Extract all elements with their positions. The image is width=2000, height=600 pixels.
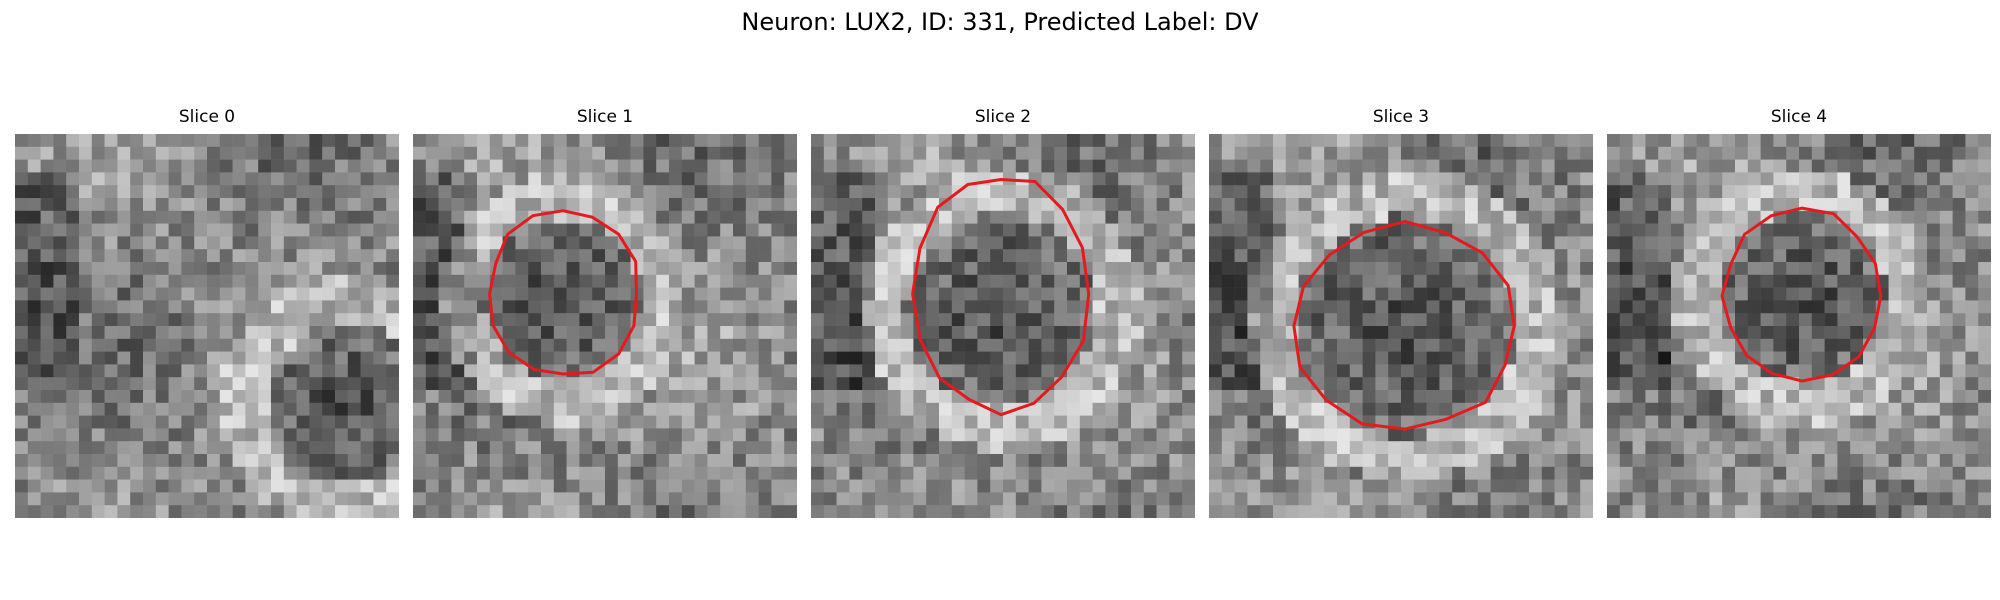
slice-image-4 xyxy=(1607,134,1991,518)
slice-title-2: Slice 2 xyxy=(811,106,1195,128)
pixel-grid xyxy=(15,134,399,518)
slice-title-4: Slice 4 xyxy=(1607,106,1991,128)
pixel-grid xyxy=(1209,134,1593,518)
pixel-grid xyxy=(1607,134,1991,518)
slice-title-3: Slice 3 xyxy=(1209,106,1593,128)
slice-panel-0: Slice 0 xyxy=(15,106,399,518)
figure-title: Neuron: LUX2, ID: 331, Predicted Label: … xyxy=(0,6,2000,38)
slice-image-0 xyxy=(15,134,399,518)
slice-panel-2: Slice 2 xyxy=(811,106,1195,518)
slice-image-3 xyxy=(1209,134,1593,518)
slice-panel-1: Slice 1 xyxy=(413,106,797,518)
pixel-grid xyxy=(413,134,797,518)
slice-panel-3: Slice 3 xyxy=(1209,106,1593,518)
slice-title-1: Slice 1 xyxy=(413,106,797,128)
slice-image-1 xyxy=(413,134,797,518)
slice-panel-4: Slice 4 xyxy=(1607,106,1991,518)
slice-image-2 xyxy=(811,134,1195,518)
slice-title-0: Slice 0 xyxy=(15,106,399,128)
pixel-grid xyxy=(811,134,1195,518)
